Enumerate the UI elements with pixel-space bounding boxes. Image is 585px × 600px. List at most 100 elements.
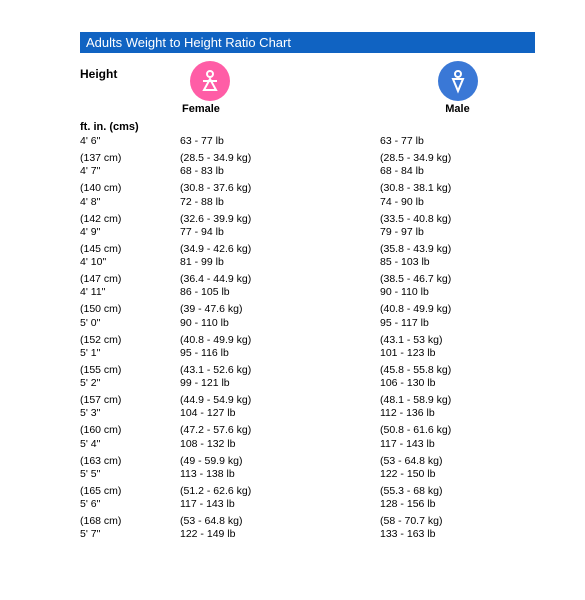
female-lb: 77 - 94 lb — [180, 226, 380, 239]
female-lb: 117 - 143 lb — [180, 498, 380, 511]
female-kg: (53 - 64.8 kg) — [180, 515, 380, 528]
table-row: (160 cm)(47.2 - 57.6 kg)(50.8 - 61.6 kg) — [80, 424, 535, 437]
height-ftin: 4' 11" — [80, 286, 180, 299]
table-row: (150 cm)(39 - 47.6 kg)(40.8 - 49.9 kg) — [80, 303, 535, 316]
male-kg: (45.8 - 55.8 kg) — [380, 364, 535, 377]
table-row: 4' 7"68 - 83 lb68 - 84 lb — [80, 165, 535, 178]
male-lb: 112 - 136 lb — [380, 407, 535, 420]
height-ftin: 4' 6" — [80, 135, 180, 148]
male-kg: (33.5 - 40.8 kg) — [380, 213, 535, 226]
male-kg: (35.8 - 43.9 kg) — [380, 243, 535, 256]
table-row: 4' 9"77 - 94 lb79 - 97 lb — [80, 226, 535, 239]
male-kg: (43.1 - 53 kg) — [380, 334, 535, 347]
male-kg: (55.3 - 68 kg) — [380, 485, 535, 498]
table-row: (163 cm)(49 - 59.9 kg)(53 - 64.8 kg) — [80, 455, 535, 468]
male-lb: 85 - 103 lb — [380, 256, 535, 269]
female-lb: 72 - 88 lb — [180, 196, 380, 209]
height-cm: (140 cm) — [80, 182, 180, 195]
height-ftin: 5' 1" — [80, 347, 180, 360]
height-cm: (150 cm) — [80, 303, 180, 316]
female-lb: 108 - 132 lb — [180, 438, 380, 451]
table-row: 4' 8"72 - 88 lb74 - 90 lb — [80, 196, 535, 209]
height-ftin: 5' 7" — [80, 528, 180, 541]
table-row: (165 cm)(51.2 - 62.6 kg)(55.3 - 68 kg) — [80, 485, 535, 498]
female-lb: 68 - 83 lb — [180, 165, 380, 178]
table-row: 5' 1"95 - 116 lb101 - 123 lb — [80, 347, 535, 360]
height-cm: (168 cm) — [80, 515, 180, 528]
male-icon-wrap — [380, 61, 535, 101]
male-kg: (40.8 - 49.9 kg) — [380, 303, 535, 316]
table-row: 5' 3"104 - 127 lb112 - 136 lb — [80, 407, 535, 420]
male-lb: 79 - 97 lb — [380, 226, 535, 239]
male-lb: 117 - 143 lb — [380, 438, 535, 451]
table-row: (142 cm)(32.6 - 39.9 kg)(33.5 - 40.8 kg) — [80, 213, 535, 226]
data-rows: 4' 6"63 - 77 lb63 - 77 lb (137 cm) (28.5 -… — [80, 135, 535, 541]
male-lb: 74 - 90 lb — [380, 196, 535, 209]
female-lb: 86 - 105 lb — [180, 286, 380, 299]
table-row: (168 cm)(53 - 64.8 kg)(58 - 70.7 kg) — [80, 515, 535, 528]
table-row: (137 cm)(28.5 - 34.9 kg)(28.5 - 34.9 kg) — [80, 152, 535, 165]
title-text: Adults Weight to Height Ratio Chart — [86, 35, 291, 50]
table-row: 4' 6"63 - 77 lb63 - 77 lb — [80, 135, 535, 148]
table-row: 5' 7"122 - 149 lb133 - 163 lb — [80, 528, 535, 541]
male-lb: 128 - 156 lb — [380, 498, 535, 511]
unit-label: ft. in. (cms) — [80, 121, 180, 133]
height-cm: (160 cm) — [80, 424, 180, 437]
female-lb: 99 - 121 lb — [180, 377, 380, 390]
table-row: (145 cm)(34.9 - 42.6 kg)(35.8 - 43.9 kg) — [80, 243, 535, 256]
height-label: Height — [80, 61, 180, 81]
height-cm: (165 cm) — [80, 485, 180, 498]
male-lb: 90 - 110 lb — [380, 286, 535, 299]
female-label: Female — [180, 103, 380, 115]
table-row: 5' 5"113 - 138 lb122 - 150 lb — [80, 468, 535, 481]
female-icon — [190, 61, 230, 101]
height-cm: (137 cm) — [80, 152, 180, 165]
female-kg: (34.9 - 42.6 kg) — [180, 243, 380, 256]
height-ftin: 5' 2" — [80, 377, 180, 390]
male-lb: 101 - 123 lb — [380, 347, 535, 360]
title-bar: Adults Weight to Height Ratio Chart — [80, 32, 535, 53]
table-row: 5' 4"108 - 132 lb117 - 143 lb — [80, 438, 535, 451]
height-ftin: 5' 0" — [80, 317, 180, 330]
female-lb: 63 - 77 lb — [180, 135, 380, 148]
male-lb: 133 - 163 lb — [380, 528, 535, 541]
male-lb: 122 - 150 lb — [380, 468, 535, 481]
table-row: (152 cm)(40.8 - 49.9 kg)(43.1 - 53 kg) — [80, 334, 535, 347]
height-ftin: 4' 7" — [80, 165, 180, 178]
female-kg: (49 - 59.9 kg) — [180, 455, 380, 468]
male-kg: (28.5 - 34.9 kg) — [380, 152, 535, 165]
female-lb: 104 - 127 lb — [180, 407, 380, 420]
male-kg: (38.5 - 46.7 kg) — [380, 273, 535, 286]
table-row: 4' 11"86 - 105 lb90 - 110 lb — [80, 286, 535, 299]
chart-page: Adults Weight to Height Ratio Chart Heig… — [0, 0, 585, 551]
female-icon-wrap — [180, 61, 380, 101]
table-row: (155 cm)(43.1 - 52.6 kg)(45.8 - 55.8 kg) — [80, 364, 535, 377]
male-kg: (50.8 - 61.6 kg) — [380, 424, 535, 437]
height-ftin: 5' 3" — [80, 407, 180, 420]
male-kg: (30.8 - 38.1 kg) — [380, 182, 535, 195]
height-ftin: 5' 5" — [80, 468, 180, 481]
height-cm: (155 cm) — [80, 364, 180, 377]
male-kg: (53 - 64.8 kg) — [380, 455, 535, 468]
table-row: (157 cm)(44.9 - 54.9 kg)(48.1 - 58.9 kg) — [80, 394, 535, 407]
male-icon — [438, 61, 478, 101]
male-kg: (58 - 70.7 kg) — [380, 515, 535, 528]
height-cm: (145 cm) — [80, 243, 180, 256]
female-kg: (43.1 - 52.6 kg) — [180, 364, 380, 377]
height-ftin: 4' 9" — [80, 226, 180, 239]
female-lb: 113 - 138 lb — [180, 468, 380, 481]
height-cm: (152 cm) — [80, 334, 180, 347]
female-lb: 90 - 110 lb — [180, 317, 380, 330]
table-row: (147 cm)(36.4 - 44.9 kg)(38.5 - 46.7 kg) — [80, 273, 535, 286]
height-cm: (147 cm) — [80, 273, 180, 286]
female-kg: (32.6 - 39.9 kg) — [180, 213, 380, 226]
height-cm: (157 cm) — [80, 394, 180, 407]
female-kg: (44.9 - 54.9 kg) — [180, 394, 380, 407]
male-lb: 106 - 130 lb — [380, 377, 535, 390]
height-ftin: 4' 8" — [80, 196, 180, 209]
female-kg: (40.8 - 49.9 kg) — [180, 334, 380, 347]
male-kg: (48.1 - 58.9 kg) — [380, 394, 535, 407]
female-kg: (47.2 - 57.6 kg) — [180, 424, 380, 437]
female-lb: 122 - 149 lb — [180, 528, 380, 541]
table-row: 5' 0"90 - 110 lb95 - 117 lb — [80, 317, 535, 330]
